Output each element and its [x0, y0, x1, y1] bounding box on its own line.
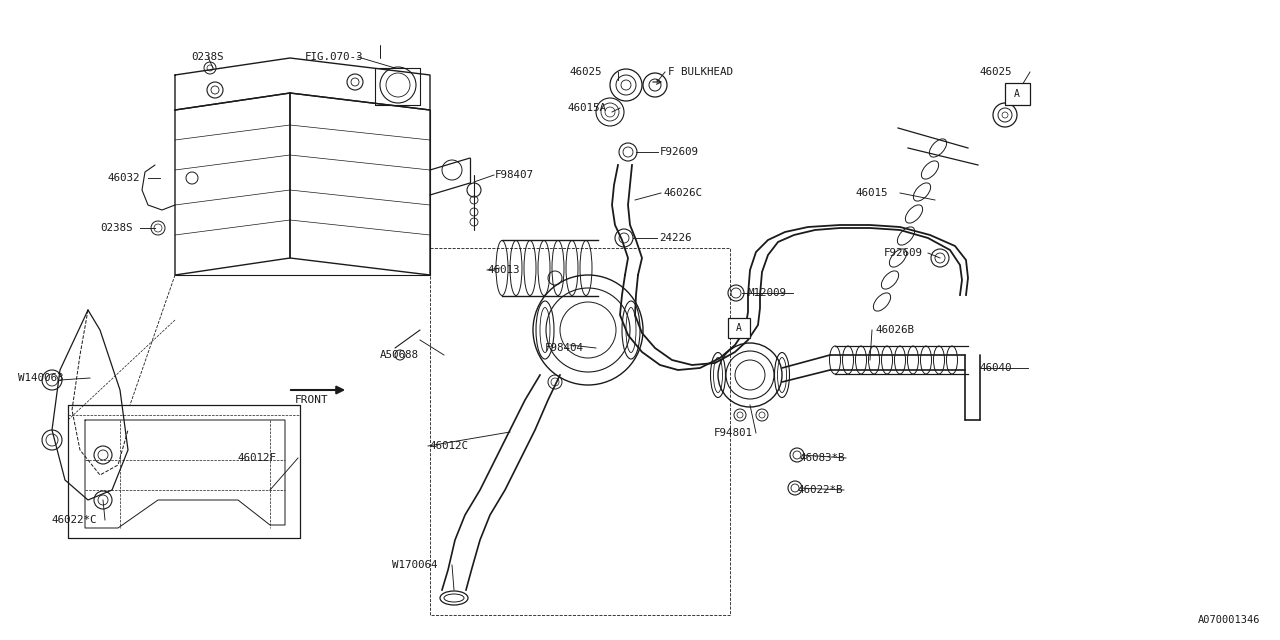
Text: 46026C: 46026C	[663, 188, 701, 198]
Text: W170064: W170064	[392, 560, 438, 570]
Text: 0238S: 0238S	[192, 52, 224, 62]
Text: 46032: 46032	[108, 173, 141, 183]
Text: F BULKHEAD: F BULKHEAD	[668, 67, 733, 77]
Text: A50688: A50688	[380, 350, 419, 360]
Text: F92609: F92609	[884, 248, 923, 258]
Text: FIG.070-3: FIG.070-3	[305, 52, 364, 62]
Text: 46022*C: 46022*C	[52, 515, 97, 525]
Bar	[728, 318, 750, 338]
Text: 46013: 46013	[488, 265, 521, 275]
Text: 24226: 24226	[659, 233, 691, 243]
Text: F98407: F98407	[495, 170, 534, 180]
Text: F98404: F98404	[545, 343, 584, 353]
Text: 0238S: 0238S	[100, 223, 133, 233]
Text: 46025: 46025	[570, 67, 603, 77]
Text: W140063: W140063	[18, 373, 64, 383]
Text: A070001346: A070001346	[1198, 615, 1260, 625]
Text: A: A	[1014, 89, 1020, 99]
Text: FRONT: FRONT	[294, 395, 329, 405]
Text: 46015: 46015	[856, 188, 888, 198]
Text: 46026B: 46026B	[876, 325, 915, 335]
Text: 46025: 46025	[980, 67, 1012, 77]
Text: M12009: M12009	[748, 288, 787, 298]
Text: 46083*B: 46083*B	[800, 453, 846, 463]
Text: 46012F: 46012F	[238, 453, 276, 463]
Text: 46022*B: 46022*B	[797, 485, 844, 495]
Text: F92609: F92609	[660, 147, 699, 157]
Text: F94801: F94801	[714, 428, 753, 438]
Bar	[1005, 83, 1030, 105]
Text: A: A	[736, 323, 742, 333]
Text: 46015A: 46015A	[568, 103, 607, 113]
Text: 46040: 46040	[980, 363, 1012, 373]
Text: 46012C: 46012C	[430, 441, 468, 451]
